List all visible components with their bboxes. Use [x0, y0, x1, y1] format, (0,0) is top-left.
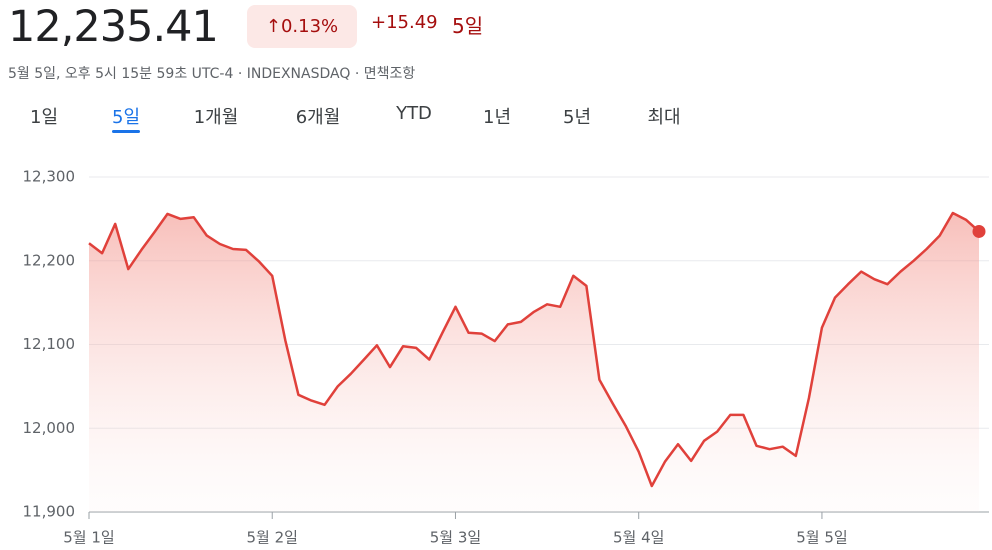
- period: 5일: [452, 14, 484, 38]
- header: 12,235.41 ↑0.13% +15.49 5일 5월 5일, 오후 5시 …: [0, 0, 992, 140]
- area: [89, 213, 979, 512]
- range-tab[interactable]: 1개월: [193, 107, 239, 128]
- range-tab[interactable]: 최대: [647, 107, 681, 128]
- price-line: [88, 211, 980, 488]
- change-badge: ↑0.13%: [247, 5, 357, 48]
- y-tick-label: 12,100: [23, 335, 76, 353]
- x-tick-label: 5월 5일: [796, 529, 847, 547]
- y-tick-label: 11,900: [23, 503, 76, 521]
- y-tick-label: 12,000: [23, 419, 76, 437]
- x-tick-label: 5월 2일: [247, 529, 298, 547]
- range-tab[interactable]: 5일: [111, 107, 141, 128]
- change-percent: 0.13%: [280, 16, 339, 37]
- arrow-icon: ↑: [265, 16, 281, 37]
- y-tick-label: 12,300: [23, 168, 76, 186]
- price: 12,235.41: [8, 2, 219, 52]
- range-tab[interactable]: YTD: [396, 103, 432, 124]
- last-point: [972, 224, 986, 238]
- tab-underline: [112, 130, 140, 133]
- x-tick-label: 5월 1일: [63, 529, 114, 547]
- range-tab[interactable]: 1년: [482, 107, 512, 128]
- range-tab[interactable]: 1일: [29, 107, 59, 128]
- x-tick-label: 5월 4일: [613, 529, 664, 547]
- y-tick-label: 12,200: [23, 251, 76, 269]
- change: +15.49: [371, 12, 438, 33]
- range-tab[interactable]: 6개월: [295, 107, 341, 128]
- subtitle: 5월 5일, 오후 5시 15분 59초 UTC-4 · INDEXNASDAQ…: [8, 66, 416, 82]
- x-tick-label: 5월 3일: [430, 529, 481, 547]
- range-tab[interactable]: 5년: [562, 107, 592, 128]
